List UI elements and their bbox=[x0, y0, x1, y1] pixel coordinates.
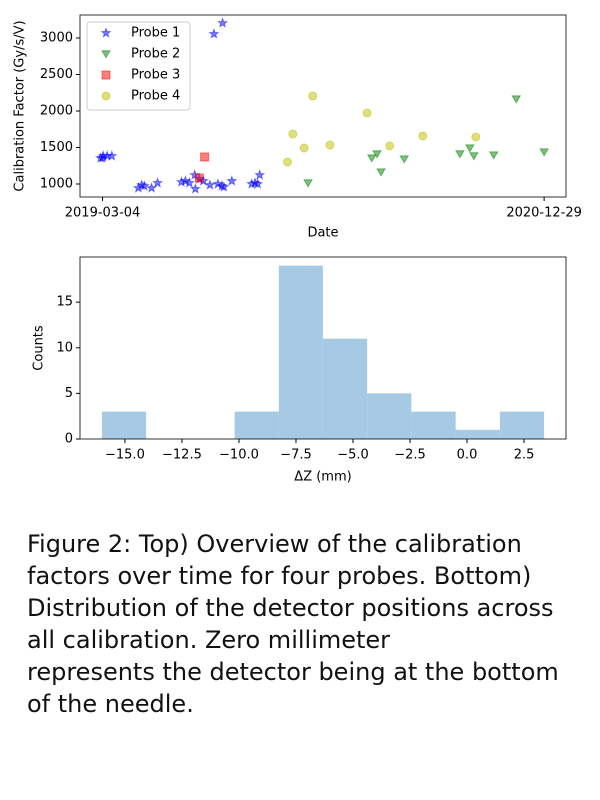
marker bbox=[100, 27, 112, 38]
marker bbox=[418, 131, 428, 141]
legend-label: Probe 3 bbox=[131, 68, 180, 83]
legend-box bbox=[86, 21, 191, 111]
marker bbox=[325, 140, 335, 150]
y-tick-label: 15 bbox=[56, 295, 73, 310]
marker bbox=[539, 148, 549, 157]
marker bbox=[106, 150, 118, 161]
marker bbox=[254, 169, 266, 180]
legend-label: Probe 4 bbox=[131, 89, 180, 104]
bar bbox=[455, 429, 500, 439]
bar bbox=[367, 393, 412, 439]
marker bbox=[204, 179, 216, 190]
axes-frame bbox=[79, 14, 567, 198]
y-tick-label: 5 bbox=[65, 386, 73, 401]
marker bbox=[366, 154, 377, 163]
marker bbox=[194, 173, 204, 183]
marker bbox=[101, 50, 111, 59]
x-tick-label: −12.5 bbox=[162, 448, 202, 463]
bar bbox=[499, 411, 545, 439]
marker bbox=[200, 152, 210, 162]
marker bbox=[226, 175, 238, 186]
marker bbox=[376, 168, 386, 177]
marker bbox=[488, 151, 499, 160]
y-tick-label: 1500 bbox=[40, 140, 73, 155]
x-tick-label: 2.5 bbox=[514, 448, 535, 463]
y-tick-label: 2500 bbox=[40, 67, 73, 82]
figure: Probe 1 Probe 2 Probe 3 Probe 4 2019-03-04 20… bbox=[13, 14, 582, 485]
marker bbox=[101, 70, 111, 80]
bar bbox=[322, 338, 368, 439]
marker bbox=[189, 183, 201, 194]
marker bbox=[299, 143, 309, 153]
x-tick-label: −2.5 bbox=[394, 448, 426, 463]
y-axis-label: Calibration Factor (Gy/s/V) bbox=[13, 20, 28, 191]
marker bbox=[399, 155, 410, 164]
bar bbox=[234, 411, 279, 439]
marker bbox=[372, 150, 382, 159]
marker bbox=[511, 95, 522, 104]
y-tick-label: 1000 bbox=[40, 177, 73, 192]
marker bbox=[308, 91, 318, 101]
y-axis-label: Counts bbox=[32, 325, 47, 371]
x-tick-label: −10.0 bbox=[219, 448, 259, 463]
marker bbox=[455, 150, 465, 159]
x-tick-label: 0.0 bbox=[457, 448, 478, 463]
x-tick-label: −7.5 bbox=[280, 448, 312, 463]
marker bbox=[218, 181, 230, 192]
bar bbox=[101, 411, 147, 439]
legend-label: Probe 2 bbox=[131, 47, 180, 62]
marker bbox=[138, 180, 150, 191]
marker bbox=[464, 144, 475, 153]
y-tick-label: 10 bbox=[56, 340, 73, 355]
x-tick-label: 2020-12-29 bbox=[506, 206, 582, 221]
marker bbox=[208, 28, 220, 39]
bar bbox=[411, 411, 456, 439]
marker bbox=[151, 177, 164, 188]
x-axis-label: Date bbox=[307, 226, 338, 241]
marker bbox=[288, 129, 298, 139]
marker bbox=[252, 178, 264, 189]
x-tick-label: 2019-03-04 bbox=[65, 206, 141, 221]
y-tick-label: 2000 bbox=[40, 104, 73, 119]
bar bbox=[278, 265, 323, 439]
marker bbox=[385, 141, 395, 151]
marker bbox=[216, 17, 229, 28]
y-tick-label: 0 bbox=[65, 432, 73, 447]
marker bbox=[468, 152, 479, 161]
marker bbox=[303, 179, 313, 188]
y-tick-label: 3000 bbox=[40, 30, 73, 45]
caption: Figure 2: Top) Overview of the calibrati… bbox=[27, 530, 559, 718]
marker bbox=[471, 132, 481, 142]
marker bbox=[101, 91, 111, 101]
marker bbox=[362, 108, 372, 118]
x-tick-label: −15.0 bbox=[105, 448, 145, 463]
x-axis-label: ΔZ (mm) bbox=[294, 470, 351, 485]
marker bbox=[283, 157, 293, 167]
legend-label: Probe 1 bbox=[131, 26, 180, 41]
x-tick-label: −5.0 bbox=[337, 448, 369, 463]
marker bbox=[183, 177, 195, 188]
